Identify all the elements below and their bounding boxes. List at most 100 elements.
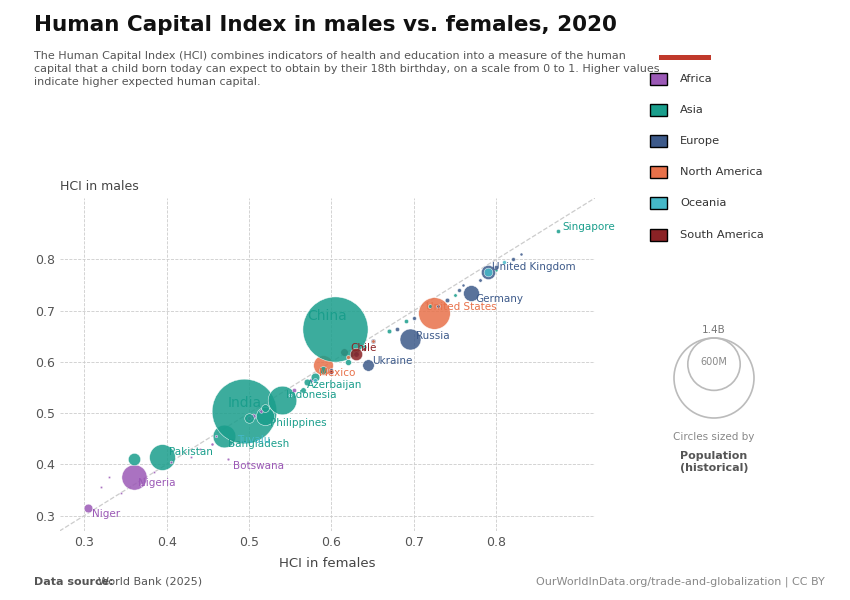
Text: Circles sized by: Circles sized by (673, 432, 755, 442)
Point (308, 373, 321, 382)
Text: HCI in males: HCI in males (60, 180, 139, 193)
Text: 600M: 600M (700, 357, 728, 367)
Point (127, 472, 140, 482)
Point (497, 257, 511, 267)
Text: China: China (308, 309, 347, 323)
Text: Oceania: Oceania (680, 199, 727, 208)
Point (237, 406, 251, 415)
Point (287, 385, 301, 395)
Point (341, 357, 354, 367)
Point (226, 439, 240, 449)
Point (246, 411, 260, 421)
Text: OurWorldInData.org/trade-and-globalization | CC BY: OurWorldInData.org/trade-and-globalizati… (536, 576, 824, 587)
Point (304, 375, 318, 385)
Text: Tuvalu: Tuvalu (236, 435, 270, 445)
Text: South America: South America (680, 230, 764, 239)
Point (358, 342, 371, 352)
Point (218, 431, 231, 441)
Point (465, 288, 479, 298)
Point (514, 250, 528, 259)
Point (205, 439, 218, 449)
Point (283, 391, 297, 400)
Point (456, 280, 470, 290)
Point (316, 360, 330, 370)
Point (428, 308, 441, 318)
Point (358, 344, 371, 354)
Text: Botswana: Botswana (233, 461, 284, 472)
Text: Chile: Chile (350, 343, 377, 353)
Point (156, 452, 169, 461)
Point (325, 367, 338, 377)
Point (448, 290, 462, 300)
Text: Mexico: Mexico (319, 368, 355, 377)
Text: Bangladesh: Bangladesh (229, 439, 290, 449)
Point (337, 347, 350, 356)
Text: Singapore: Singapore (562, 222, 615, 232)
Point (115, 488, 128, 497)
Point (490, 262, 503, 272)
Text: Indonesia: Indonesia (286, 390, 337, 400)
Text: Germany: Germany (475, 294, 524, 304)
Text: United Kingdom: United Kingdom (492, 262, 575, 272)
Point (382, 326, 396, 336)
Point (209, 431, 223, 441)
Point (452, 286, 466, 295)
Point (403, 334, 416, 344)
Point (127, 454, 140, 464)
Point (506, 254, 519, 264)
Point (490, 265, 503, 275)
Text: Data source:: Data source: (34, 577, 117, 587)
Point (184, 452, 198, 461)
Point (440, 296, 454, 305)
Text: Asia: Asia (680, 105, 704, 115)
Text: World Bank (2025): World Bank (2025) (98, 577, 202, 587)
Text: Azerbaijan: Azerbaijan (307, 380, 362, 390)
Point (325, 365, 338, 374)
Text: United States: United States (426, 302, 496, 312)
X-axis label: HCI in females: HCI in females (279, 557, 376, 570)
Point (300, 377, 314, 387)
Point (82, 503, 95, 513)
Point (258, 411, 272, 421)
Point (193, 444, 207, 454)
Bar (659, 55, 711, 60)
Point (164, 457, 178, 467)
Point (481, 268, 495, 277)
Text: Nigeria: Nigeria (138, 478, 175, 488)
Point (296, 385, 309, 395)
Point (473, 275, 486, 285)
Text: Population
(historical): Population (historical) (680, 451, 748, 473)
Point (551, 227, 564, 236)
Point (390, 324, 404, 334)
Text: Russia: Russia (416, 331, 450, 341)
Text: North America: North America (680, 167, 762, 177)
Point (329, 324, 343, 334)
Text: Human Capital Index in males vs. females, 2020: Human Capital Index in males vs. females… (34, 15, 617, 35)
Text: The Human Capital Index (HCI) combines indicators of health and education into a: The Human Capital Index (HCI) combines i… (34, 51, 660, 88)
Text: Ukraine: Ukraine (372, 356, 413, 367)
Text: Africa: Africa (680, 74, 712, 83)
Point (102, 472, 116, 482)
Point (308, 375, 321, 385)
Point (481, 268, 495, 277)
Text: Philippines: Philippines (269, 418, 326, 428)
Point (366, 337, 379, 346)
Point (258, 403, 272, 413)
Point (349, 349, 363, 359)
Point (254, 406, 268, 415)
Point (242, 413, 256, 423)
Text: 1.4B: 1.4B (702, 325, 726, 335)
Point (94, 482, 107, 492)
Point (349, 347, 363, 356)
Point (349, 349, 363, 359)
Point (432, 301, 445, 310)
Point (316, 365, 330, 374)
Point (366, 337, 379, 346)
Text: India: India (228, 396, 262, 410)
Point (135, 480, 149, 490)
Point (423, 301, 437, 310)
Point (399, 316, 412, 326)
Point (341, 352, 354, 362)
Text: Pakistan: Pakistan (169, 446, 213, 457)
Point (242, 413, 256, 423)
